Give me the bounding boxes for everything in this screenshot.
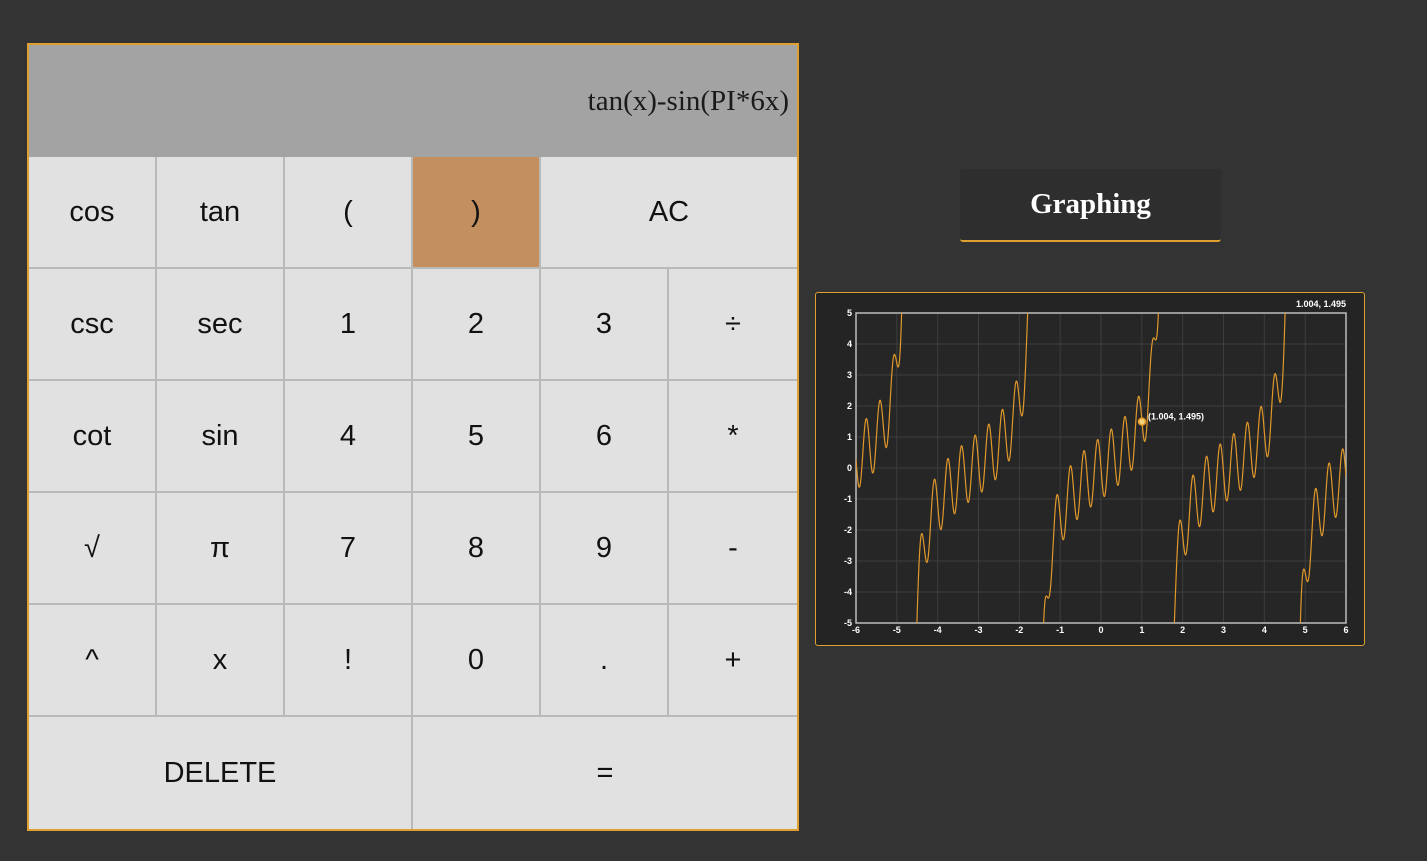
x-tick-label: 1: [1139, 625, 1144, 635]
sqrt-button[interactable]: √: [29, 493, 157, 605]
y-tick-label: 1: [847, 432, 852, 442]
graph-panel[interactable]: -6 -5 -4 -3 -2 -1 0 1 2 3 4 5 6 5 4 3 2 1 0 -1 -2 -3 -4 -5 (1.00…: [815, 292, 1365, 646]
factorial-button[interactable]: !: [285, 605, 413, 717]
all-clear-button[interactable]: AC: [541, 157, 797, 269]
y-tick-label: -4: [844, 587, 852, 597]
x-tick-label: 2: [1180, 625, 1185, 635]
y-tick-label: -3: [844, 556, 852, 566]
sec-button[interactable]: sec: [157, 269, 285, 381]
digit-5-button[interactable]: 5: [413, 381, 541, 493]
hover-point-marker: [1137, 417, 1147, 426]
x-tick-label: -1: [1056, 625, 1064, 635]
add-button[interactable]: +: [669, 605, 797, 717]
x-tick-label: 6: [1343, 625, 1348, 635]
tan-button[interactable]: tan: [157, 157, 285, 269]
digit-8-button[interactable]: 8: [413, 493, 541, 605]
pi-button[interactable]: π: [157, 493, 285, 605]
expression-display: tan(x)-sin(PI*6x): [587, 85, 789, 117]
y-tick-label: 2: [847, 401, 852, 411]
digit-1-button[interactable]: 1: [285, 269, 413, 381]
function-graph[interactable]: -6 -5 -4 -3 -2 -1 0 1 2 3 4 5 6543210-1-2-3-4-5(1.00…: [816, 293, 1364, 645]
y-tick-label: 3: [847, 370, 852, 380]
y-tick-label: -1: [844, 494, 852, 504]
subtract-button[interactable]: -: [669, 493, 797, 605]
hover-point-label: (1.004, 1.495): [1148, 412, 1204, 422]
cursor-coordinate-readout: 1.004, 1.495: [1296, 299, 1346, 309]
x-tick-label: 0: [1098, 625, 1103, 635]
calculator: tan(x)-sin(PI*6x) cos tan ( ) AC csc sec…: [27, 43, 799, 831]
digit-3-button[interactable]: 3: [541, 269, 669, 381]
x-tick-label: 3: [1221, 625, 1226, 635]
y-tick-label: 0: [847, 463, 852, 473]
digit-2-button[interactable]: 2: [413, 269, 541, 381]
sin-button[interactable]: sin: [157, 381, 285, 493]
x-tick-label: -6: [852, 625, 860, 635]
calculator-display: tan(x)-sin(PI*6x): [29, 45, 797, 158]
digit-4-button[interactable]: 4: [285, 381, 413, 493]
digit-0-button[interactable]: 0: [413, 605, 541, 717]
variable-x-button[interactable]: x: [157, 605, 285, 717]
x-tick-label: -3: [974, 625, 982, 635]
graphing-button[interactable]: Graphing: [960, 169, 1221, 242]
delete-button[interactable]: DELETE: [29, 717, 413, 829]
y-tick-label: -2: [844, 525, 852, 535]
multiply-button[interactable]: *: [669, 381, 797, 493]
close-paren-button[interactable]: ): [413, 157, 541, 269]
plot-frame: [855, 312, 1347, 624]
digit-6-button[interactable]: 6: [541, 381, 669, 493]
x-tick-label: 4: [1262, 625, 1267, 635]
equals-button[interactable]: =: [413, 717, 797, 829]
decimal-point-button[interactable]: .: [541, 605, 669, 717]
function-curve: [856, 313, 1346, 623]
cot-button[interactable]: cot: [29, 381, 157, 493]
divide-button[interactable]: ÷: [669, 269, 797, 381]
cos-button[interactable]: cos: [29, 157, 157, 269]
power-button[interactable]: ^: [29, 605, 157, 717]
x-tick-label: 5: [1303, 625, 1308, 635]
digit-9-button[interactable]: 9: [541, 493, 669, 605]
y-tick-label: 5: [847, 308, 852, 318]
x-tick-label: -4: [934, 625, 942, 635]
csc-button[interactable]: csc: [29, 269, 157, 381]
y-tick-label: -5: [844, 618, 852, 628]
x-tick-label: -5: [893, 625, 901, 635]
digit-7-button[interactable]: 7: [285, 493, 413, 605]
x-tick-label: -2: [1015, 625, 1023, 635]
open-paren-button[interactable]: (: [285, 157, 413, 269]
y-tick-label: 4: [847, 339, 852, 349]
